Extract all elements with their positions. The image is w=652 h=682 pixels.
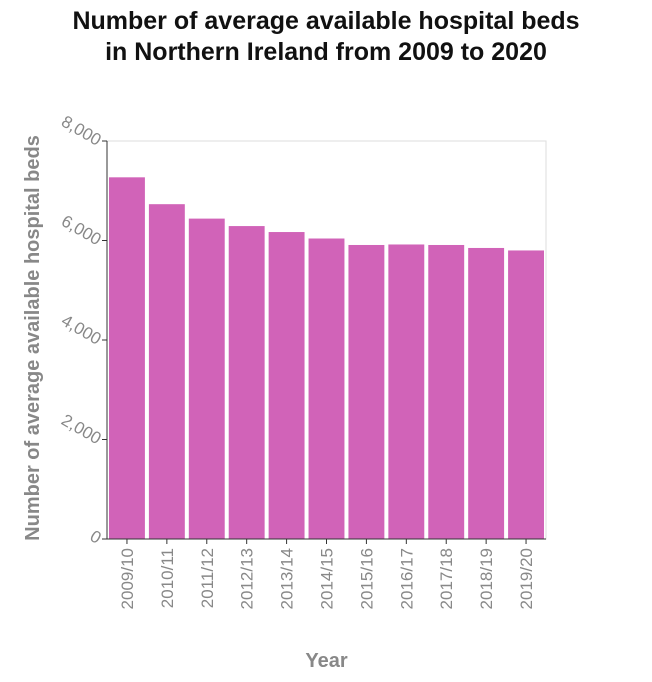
- x-tick-label: 2009/10: [118, 548, 137, 609]
- x-tick-label: 2016/17: [397, 548, 416, 609]
- chart-title: Number of average available hospital bed…: [0, 6, 652, 68]
- bar-2010-11: [148, 204, 185, 539]
- y-tick-label: 4,000: [58, 311, 104, 349]
- y-axis-title: Number of average available hospital bed…: [22, 135, 44, 541]
- x-axis-title: Year: [305, 650, 347, 672]
- y-tick-label: 6,000: [58, 211, 104, 249]
- x-tick-label: 2017/18: [437, 548, 456, 609]
- chart-title-line-2: in Northern Ireland from 2009 to 2020: [105, 38, 547, 66]
- x-tick-label: 2010/11: [158, 548, 177, 608]
- bar-2012-13: [228, 226, 265, 539]
- bar-2017-18: [428, 244, 465, 540]
- chart-title-line-1: Number of average available hospital bed…: [72, 7, 580, 35]
- x-tick-label: 2014/15: [318, 548, 337, 609]
- bar-2009-10: [109, 177, 145, 539]
- x-tick-label: 2012/13: [238, 548, 257, 609]
- y-tick-label: 2,000: [58, 410, 104, 448]
- bar-2019-20: [508, 250, 544, 539]
- bar-2014-15: [308, 238, 345, 539]
- x-tick-label: 2019/20: [517, 548, 536, 609]
- bars-group: [109, 177, 544, 540]
- bar-2016-17: [388, 244, 425, 540]
- bar-2011-12: [188, 218, 225, 540]
- bar-2018-19: [468, 247, 505, 539]
- x-tick-label: 2018/19: [477, 548, 496, 609]
- bar-2015-16: [348, 244, 385, 540]
- bar-2013-14: [268, 232, 305, 540]
- x-tick-label: 2015/16: [357, 548, 376, 609]
- y-tick-label: 8,000: [58, 112, 104, 150]
- y-tick-label: 0: [87, 526, 105, 547]
- x-tick-label: 2011/12: [198, 548, 217, 608]
- x-tick-label: 2013/14: [278, 548, 297, 609]
